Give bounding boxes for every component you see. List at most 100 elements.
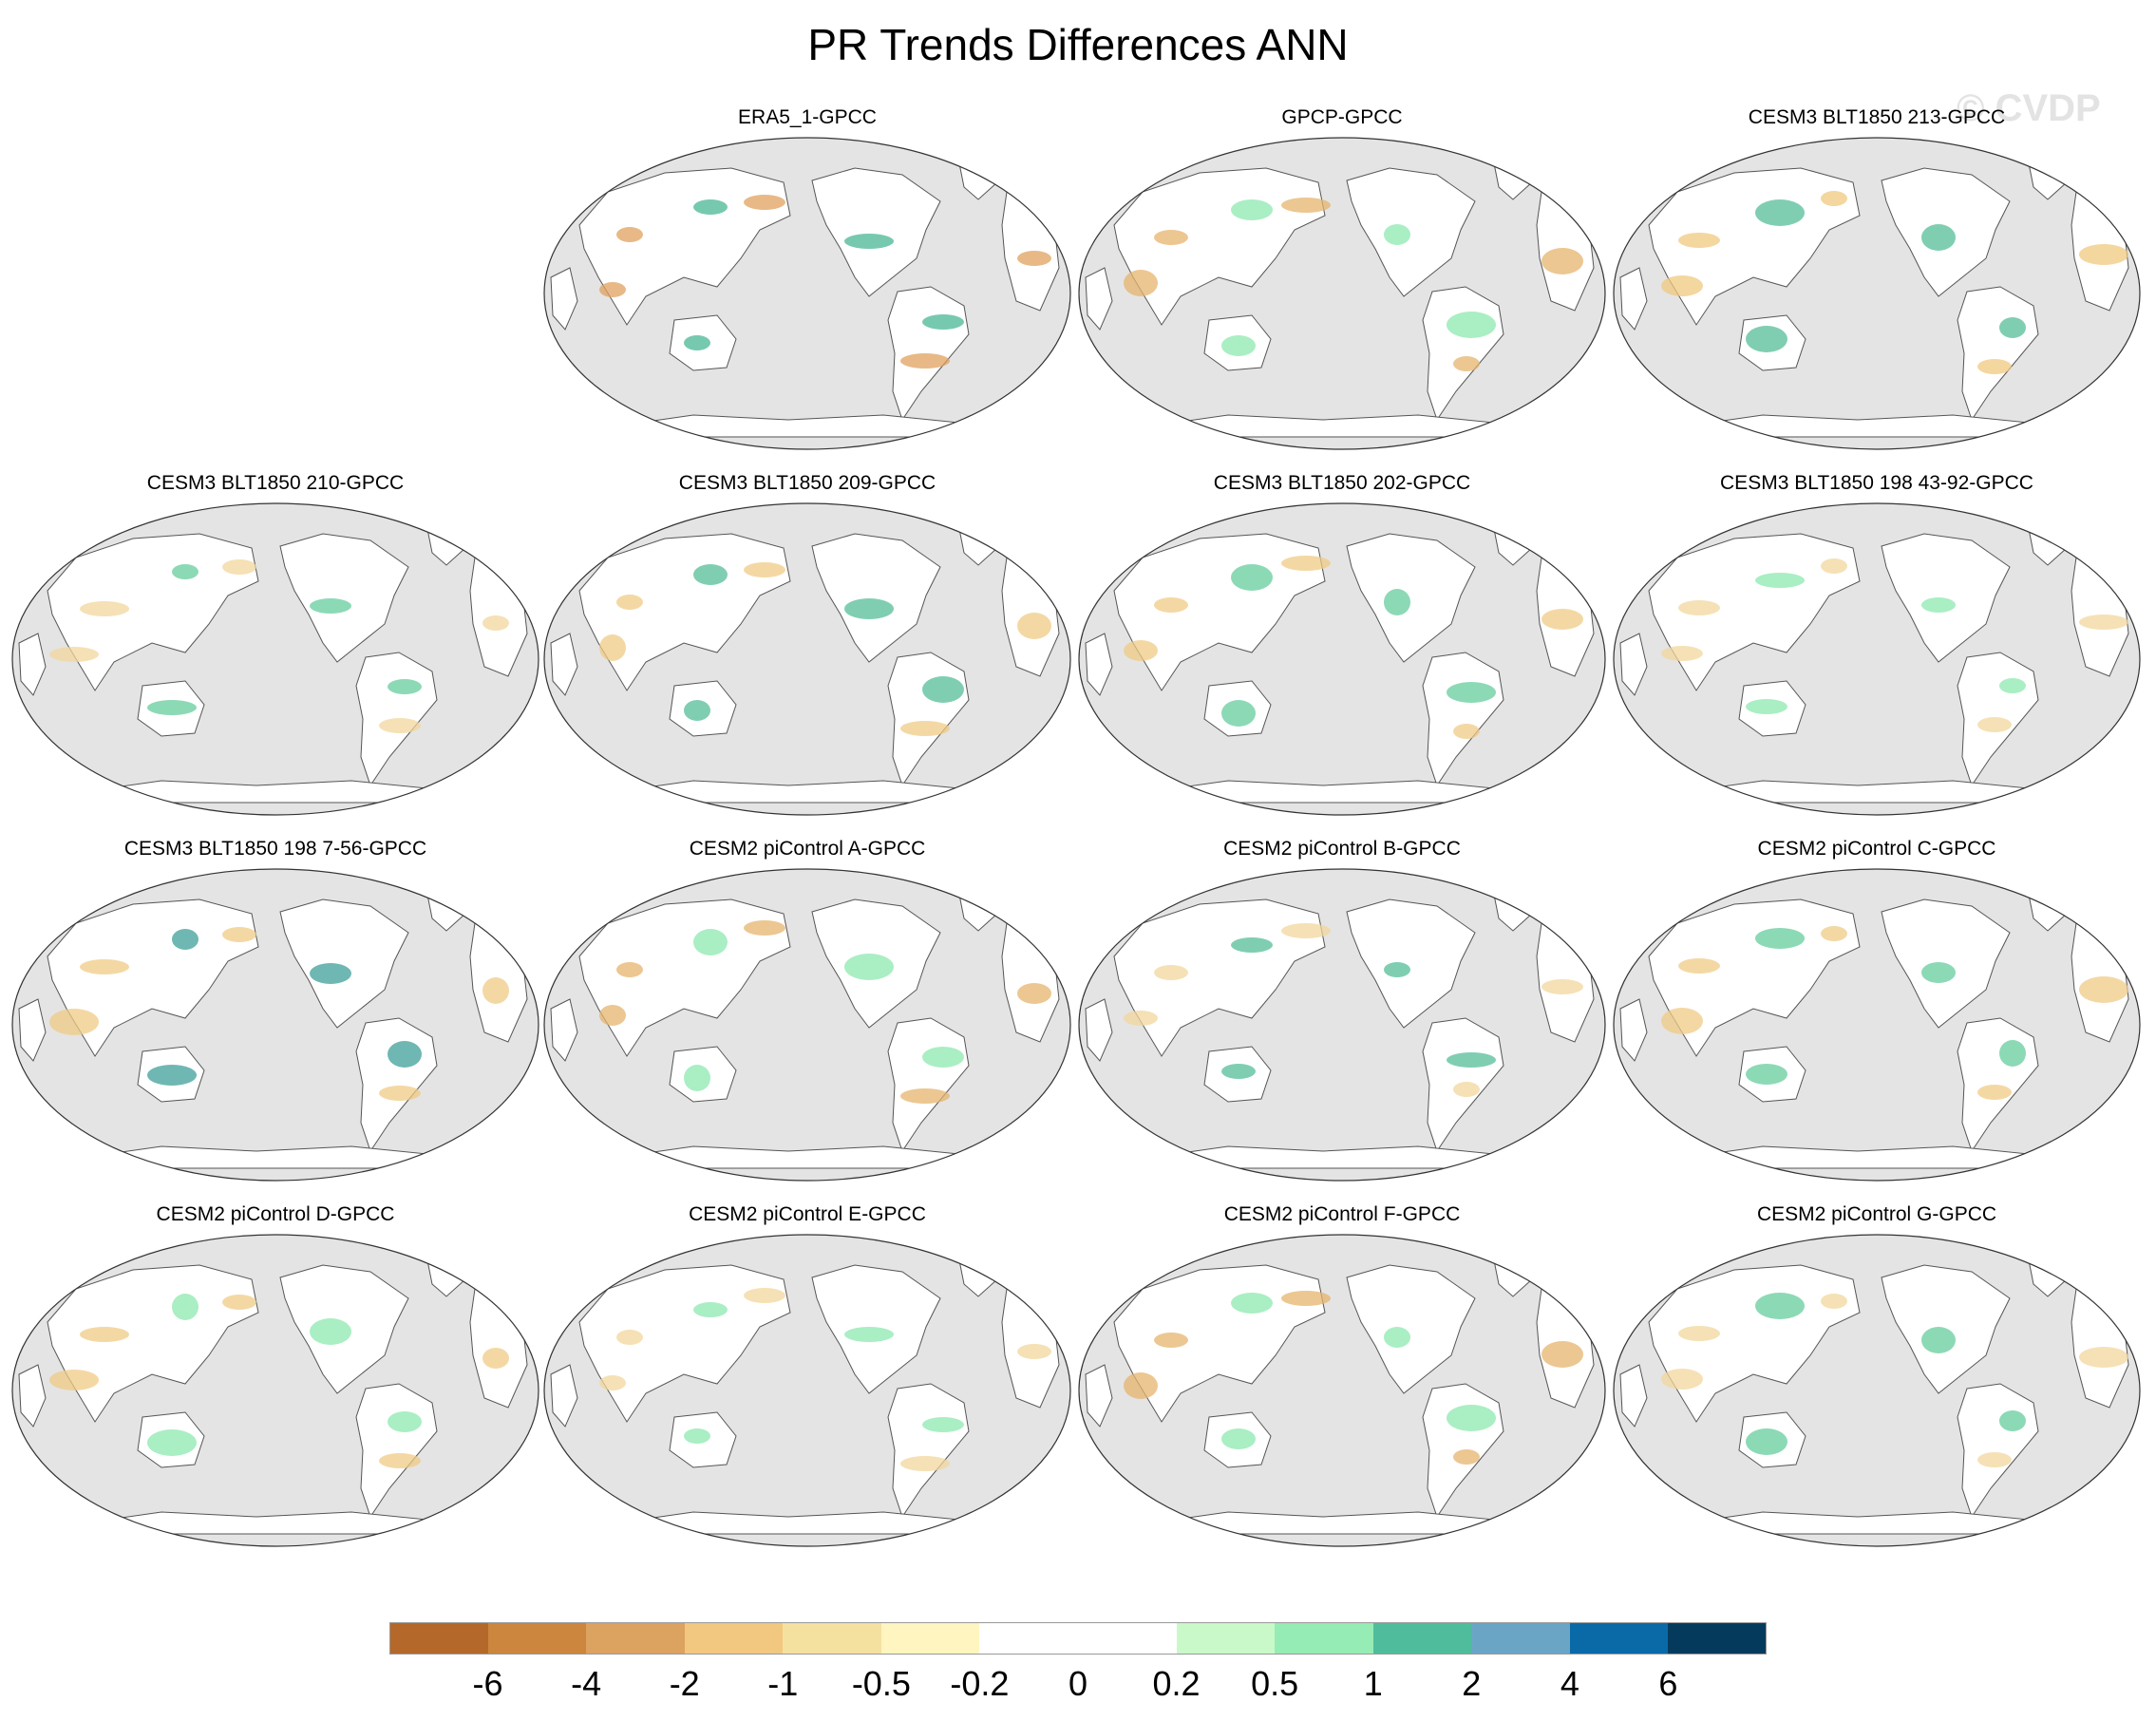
trend-patch	[388, 1411, 422, 1432]
map-panel: CESM3 BLT1850 198 43-92-GPCC	[1611, 472, 2143, 838]
trend-patch	[2079, 976, 2128, 1003]
land-america	[1881, 533, 2011, 663]
trend-patch	[744, 195, 785, 210]
trend-patch	[844, 954, 894, 980]
trend-patch	[1281, 556, 1331, 571]
map-panel: CESM2 piControl C-GPCC	[1611, 838, 2143, 1203]
trend-patch	[222, 1295, 256, 1310]
trend-patch	[1124, 1372, 1158, 1399]
trend-patch	[388, 679, 422, 694]
trend-patch	[1746, 699, 1787, 714]
trend-patch	[1541, 1341, 1583, 1368]
trend-patch	[1678, 600, 1720, 615]
trend-patch	[2079, 615, 2128, 630]
trend-patch	[1231, 199, 1273, 220]
map-border	[11, 868, 539, 1182]
map-graphic	[543, 137, 1071, 450]
trend-patch	[1017, 613, 1051, 639]
map-border	[1613, 1234, 2141, 1547]
cvdp-watermark: © CVDP	[1957, 87, 2101, 129]
trend-patch	[222, 927, 256, 942]
trend-patch	[49, 647, 99, 662]
trend-patch	[1977, 717, 2012, 732]
land-america	[1346, 1264, 1476, 1394]
map-graphic	[1078, 137, 1606, 450]
panel-title: CESM2 piControl D-GPCC	[156, 1203, 395, 1225]
land-africaW	[1085, 633, 1113, 696]
trend-patch	[1678, 958, 1720, 974]
land-antarctic	[94, 780, 448, 804]
trend-patch	[684, 1428, 710, 1444]
trend-patch	[616, 595, 643, 610]
trend-patch	[1124, 640, 1158, 661]
land-africaW	[550, 633, 578, 696]
land-america	[811, 167, 941, 297]
land-africaW	[1085, 1364, 1113, 1428]
panel-title: CESM2 piControl F-GPCC	[1223, 1203, 1461, 1225]
colorbar-tick-label: 1	[1363, 1664, 1383, 1703]
map-graphic	[543, 502, 1071, 816]
colorbar-tick-label: 4	[1560, 1664, 1579, 1703]
map-panel: CESM3 BLT1850 213-GPCC	[1611, 106, 2143, 472]
map-panel: CESM2 piControl B-GPCC	[1076, 838, 1608, 1203]
trend-patch	[1124, 1011, 1158, 1026]
land-africaW	[1085, 998, 1113, 1062]
colorbar-box	[586, 1622, 686, 1655]
land-antarctic	[1695, 414, 2050, 438]
land-america	[1346, 533, 1476, 663]
trend-patch	[1221, 1428, 1256, 1449]
trend-patch	[310, 1318, 351, 1345]
colorbar-tick-label: -2	[669, 1664, 700, 1703]
land-america	[279, 898, 409, 1029]
trend-patch	[172, 564, 199, 579]
trend-patch	[1821, 1294, 1847, 1309]
trend-patch	[388, 1041, 422, 1068]
trend-patch	[1921, 224, 1956, 251]
trend-patch	[1231, 1293, 1273, 1314]
colorbar-tick-label: 6	[1658, 1664, 1678, 1703]
map-border	[1078, 502, 1606, 816]
land-africaW	[550, 998, 578, 1062]
trend-patch	[693, 199, 728, 215]
land-antarctic	[94, 1145, 448, 1169]
trend-patch	[744, 920, 785, 936]
trend-patch	[900, 1088, 950, 1104]
map-panel: GPCP-GPCC	[1076, 106, 1608, 472]
map-border	[1613, 868, 2141, 1182]
colorbar-tick-label: 0	[1068, 1664, 1088, 1703]
colorbar-tick-label: -4	[571, 1664, 602, 1703]
trend-patch	[744, 1288, 785, 1303]
trend-patch	[1755, 928, 1805, 949]
colorbar-box	[1078, 1622, 1178, 1655]
colorbar-box	[783, 1622, 882, 1655]
panel-title: CESM3 BLT1850 202-GPCC	[1213, 472, 1471, 494]
trend-patch	[80, 601, 129, 616]
land-antarctic	[626, 1145, 980, 1169]
map-graphic	[1078, 1234, 1606, 1547]
map-panel: CESM2 piControl F-GPCC	[1076, 1203, 1608, 1569]
trend-patch	[1921, 1327, 1956, 1353]
trend-patch	[49, 1370, 99, 1390]
trend-patch	[1017, 251, 1051, 266]
trend-patch	[599, 1005, 626, 1026]
trend-patch	[684, 1065, 710, 1091]
land-antarctic	[1161, 1145, 1515, 1169]
map-border	[543, 137, 1071, 450]
land-africaW	[1619, 633, 1648, 696]
trend-patch	[1977, 1085, 2012, 1100]
land-africaW	[550, 267, 578, 331]
panel-title: CESM2 piControl G-GPCC	[1756, 1203, 1997, 1225]
trend-patch	[1541, 609, 1583, 630]
map-panel: CESM3 BLT1850 209-GPCC	[541, 472, 1073, 838]
trend-patch	[1154, 965, 1188, 980]
colorbar-tick-label: -0.5	[851, 1664, 911, 1703]
trend-patch	[1281, 923, 1331, 938]
land-africaW	[18, 633, 47, 696]
trend-patch	[1755, 1293, 1805, 1319]
trend-patch	[1999, 678, 2026, 693]
land-africaW	[1085, 267, 1113, 331]
map-graphic	[543, 868, 1071, 1182]
colorbar-box	[1275, 1622, 1374, 1655]
map-border	[1078, 137, 1606, 450]
map-panel: CESM3 BLT1850 202-GPCC	[1076, 472, 1608, 838]
